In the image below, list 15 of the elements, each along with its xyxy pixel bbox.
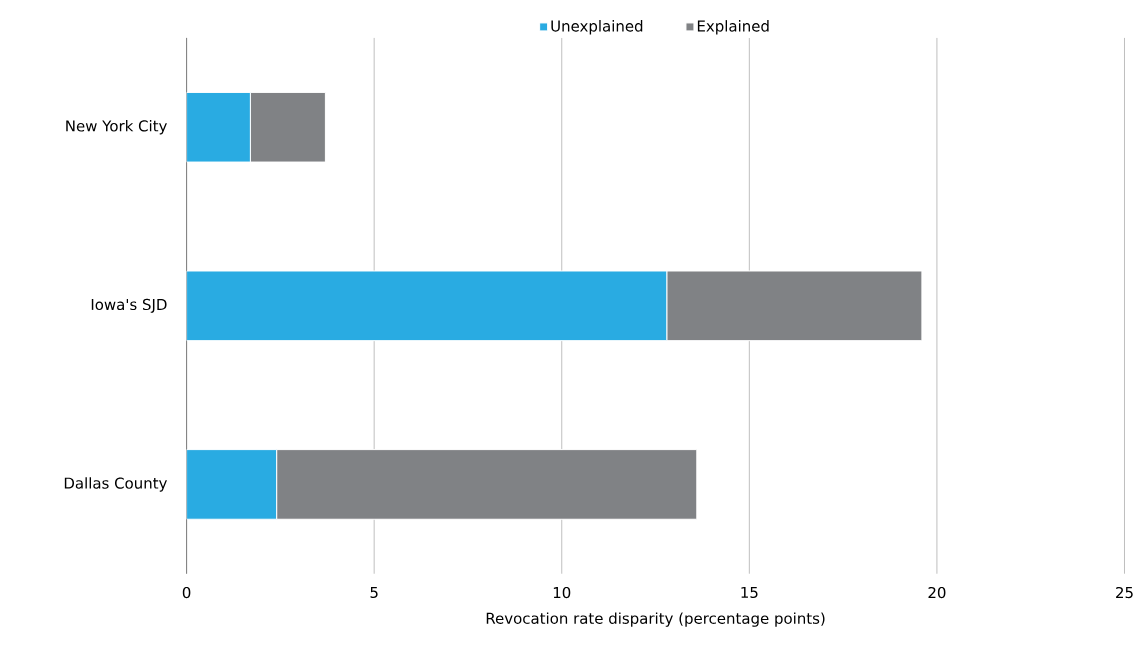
legend-label: Unexplained [551, 20, 643, 35]
x-tick-label: 5 [370, 587, 378, 599]
bar [186, 92, 251, 163]
bar [186, 270, 668, 342]
x-tick-label: 20 [928, 587, 946, 599]
x-tick-label: 0 [182, 587, 191, 599]
x-axis-title: Revocation rate disparity (percentage points) [486, 612, 825, 628]
legend-label: Explained [697, 20, 769, 35]
y-tick-label: New York City [66, 120, 167, 135]
y-tick-label: Dallas County [64, 477, 167, 492]
x-tick-label: 15 [741, 587, 758, 599]
y-tick-label: Iowa's SJD [91, 298, 167, 314]
bar [186, 449, 278, 520]
x-tick-label: 25 [1116, 587, 1133, 599]
x-tick-label: 10 [553, 587, 571, 599]
